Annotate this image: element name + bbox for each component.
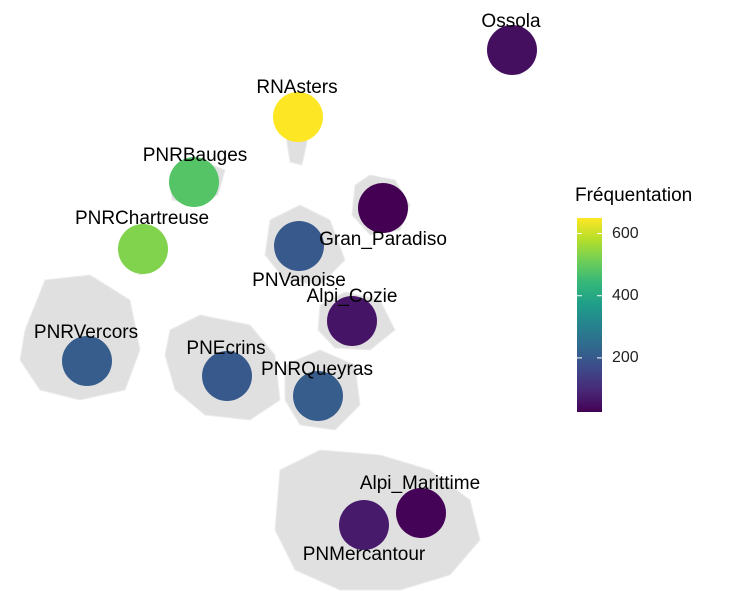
park-bubble — [62, 336, 112, 386]
park-bubble — [202, 351, 252, 401]
park-label: PNEcrins — [186, 338, 265, 359]
park-bubble — [293, 371, 343, 421]
park-bubble — [273, 92, 323, 142]
park-label: PNMercantour — [303, 544, 426, 565]
park-bubble — [169, 157, 219, 207]
colorbar-tick-label: 600 — [612, 225, 639, 242]
park-label: Alpi_Marittime — [360, 473, 480, 494]
colorbar-tick-label: 200 — [612, 349, 639, 366]
park-bubble — [327, 296, 377, 346]
park-label: RNAsters — [256, 77, 337, 98]
legend-title: Fréquentation — [575, 185, 692, 206]
park-label: Alpi_Cozie — [307, 286, 398, 307]
park-bubble — [274, 221, 324, 271]
colorbar-tick-label: 400 — [612, 287, 639, 304]
park-label: PNRQueyras — [261, 359, 373, 380]
park-label: Ossola — [481, 11, 541, 32]
park-label: PNRBauges — [143, 145, 248, 166]
park-label: Gran_Paradiso — [319, 229, 447, 250]
park-label: PNRVercors — [34, 322, 138, 343]
park-bubble — [118, 224, 168, 274]
park-bubble — [487, 25, 537, 75]
park-bubble — [396, 488, 446, 538]
park-bubble — [339, 500, 389, 550]
colorbar-fill — [577, 218, 602, 412]
park-bubble — [358, 183, 408, 233]
park-label: PNRChartreuse — [75, 208, 209, 229]
colorbar: 200 400 600 — [577, 218, 639, 412]
park-label: PNVanoise — [252, 270, 346, 291]
